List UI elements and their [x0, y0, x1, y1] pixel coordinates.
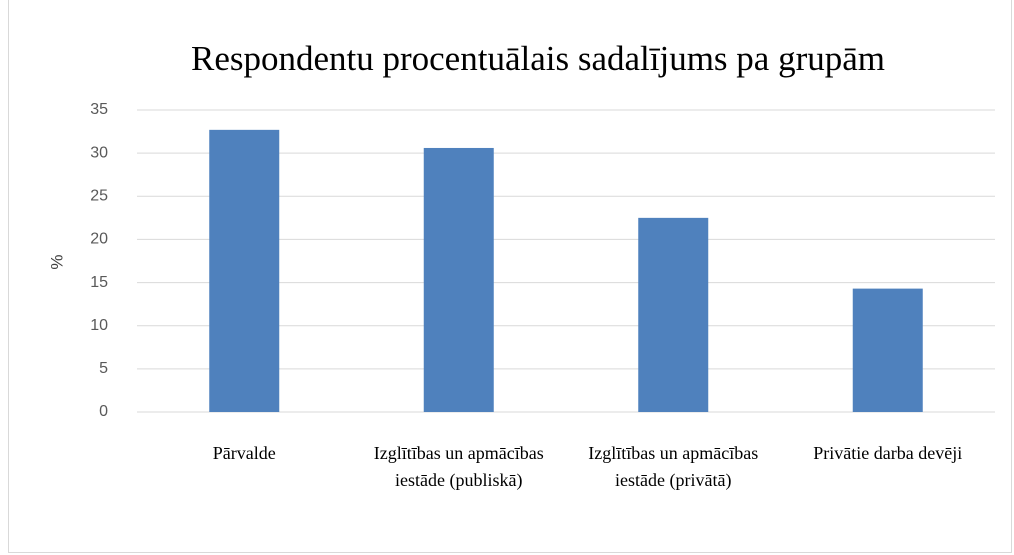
- y-tick-label: 30: [90, 144, 108, 161]
- y-tick-label: 15: [90, 274, 108, 291]
- y-tick-label: 20: [90, 231, 108, 248]
- x-tick-label: Pārvalde: [212, 443, 276, 463]
- y-tick-label: 10: [90, 317, 108, 334]
- x-tick-label: Izglītības un apmācības iestāde (publisk…: [373, 443, 544, 490]
- bar: [209, 129, 280, 413]
- y-tick-label: 0: [99, 403, 108, 420]
- y-tick-label: 5: [99, 360, 108, 377]
- chart-frame: [8, 0, 1012, 553]
- bar: [852, 288, 923, 412]
- y-axis-label: %: [47, 254, 66, 269]
- x-tick-label: Privātie darba devēji: [813, 443, 963, 463]
- bar: [638, 217, 709, 412]
- y-tick-label: 35: [90, 101, 108, 118]
- x-tick-label: Izglītības un apmācības iestāde (privātā…: [588, 443, 759, 490]
- y-tick-label: 25: [90, 188, 108, 205]
- bar: [423, 147, 494, 413]
- chart-title: Respondentu procentuālais sadalījums pa …: [191, 39, 885, 78]
